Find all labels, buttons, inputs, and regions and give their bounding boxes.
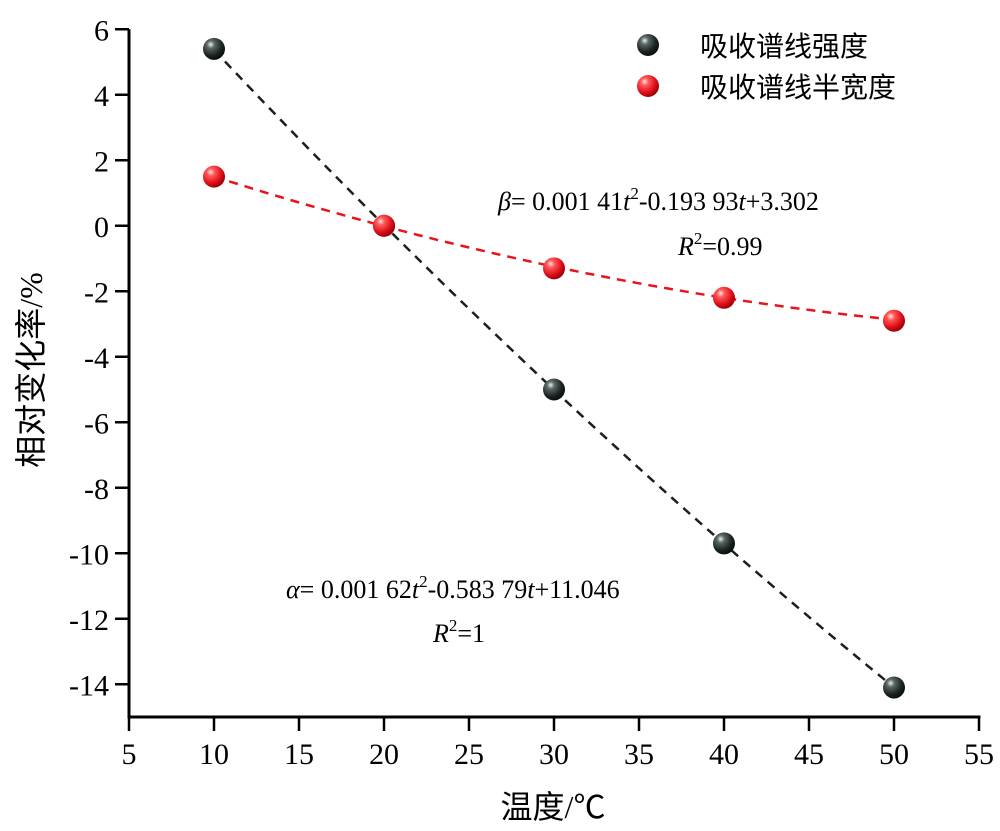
data-point-series-1	[883, 309, 905, 332]
y-tick-label: 0	[94, 211, 109, 244]
x-tick-label: 30	[539, 738, 569, 771]
beta-r-squared: R2=0.99	[677, 229, 763, 261]
x-tick-label: 15	[284, 738, 314, 771]
x-tick-label: 45	[794, 738, 824, 771]
data-point-series-1	[543, 257, 565, 280]
x-tick-label: 40	[709, 738, 739, 771]
beta-equation: β= 0.001 41t2-0.193 93t+3.302	[497, 184, 819, 216]
x-tick-label: 5	[122, 738, 137, 771]
data-point-series-0	[543, 378, 565, 401]
legend: 吸收谱线强度 吸收谱线半宽度	[637, 31, 896, 104]
legend-label-halfwidth: 吸收谱线半宽度	[700, 72, 896, 104]
y-tick-label: -12	[69, 604, 109, 637]
legend-marker-halfwidth	[637, 75, 659, 97]
data-point-series-1	[203, 165, 225, 188]
x-axis-label: 温度/℃	[501, 789, 606, 825]
axes: 5 10 15 20 25 30 35 40 45 50 556420-2-4-6-8-10-12-…	[69, 14, 994, 771]
legend-marker-intensity	[637, 34, 659, 56]
data-point-series-1	[713, 286, 735, 309]
legend-label-intensity: 吸收谱线强度	[700, 31, 868, 63]
x-tick-label: 50	[879, 738, 909, 771]
x-tick-label: 55	[964, 738, 994, 771]
y-tick-label: -14	[69, 669, 109, 702]
data-points	[203, 37, 905, 699]
y-tick-label: 6	[94, 14, 109, 47]
y-tick-label: -10	[69, 538, 109, 571]
fit-line-1	[213, 175, 895, 321]
y-tick-label: 4	[94, 80, 109, 113]
data-point-series-1	[373, 214, 395, 237]
x-tick-label: 10	[199, 738, 229, 771]
data-point-series-0	[203, 37, 225, 60]
y-axis-label: 相对变化率/%	[13, 272, 49, 468]
data-point-series-0	[883, 676, 905, 699]
y-tick-label: -4	[84, 342, 109, 375]
alpha-r-squared: R2=1	[432, 616, 485, 648]
x-tick-label: 20	[369, 738, 399, 771]
x-tick-label: 35	[624, 738, 654, 771]
x-tick-label: 25	[454, 738, 484, 771]
y-tick-label: 2	[94, 145, 109, 178]
data-point-series-0	[713, 532, 735, 555]
y-tick-label: -6	[84, 407, 109, 440]
y-tick-label: -8	[84, 473, 109, 506]
y-tick-label: -2	[84, 276, 109, 309]
alpha-equation: α= 0.001 62t2-0.583 79t+11.046	[286, 572, 620, 604]
